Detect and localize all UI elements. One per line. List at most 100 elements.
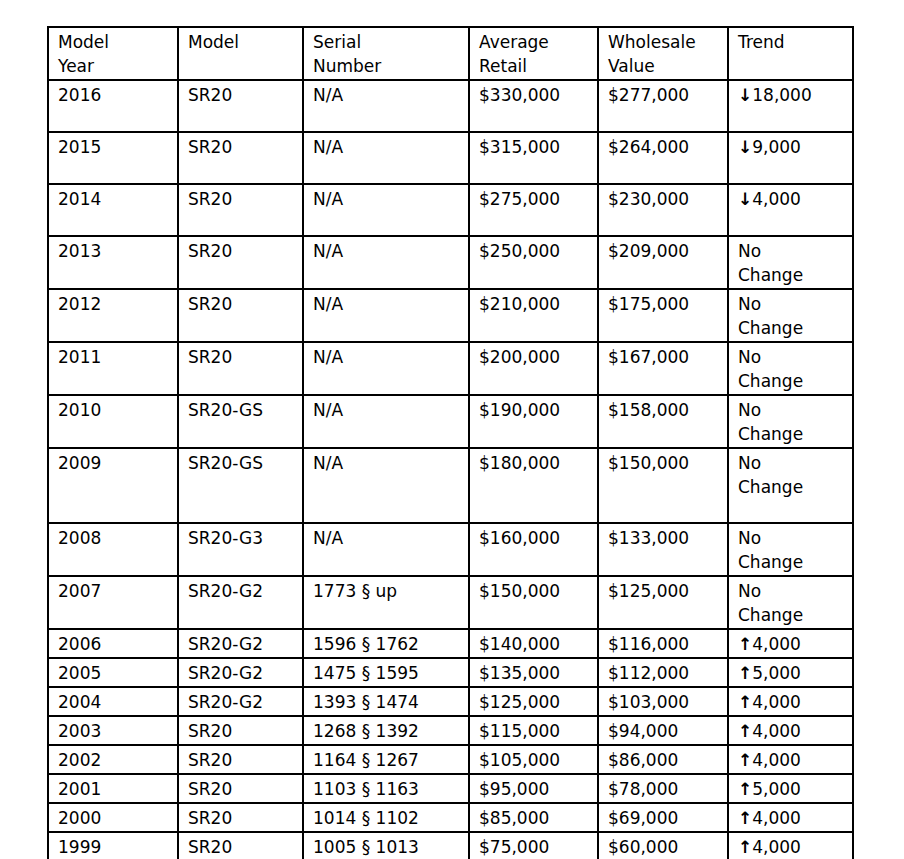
cell-serial-number: N/A — [303, 342, 469, 395]
cell-average-retail: $85,000 — [469, 803, 598, 832]
cell-average-retail: $160,000 — [469, 523, 598, 576]
trend-arrow-up-icon: ↑ — [738, 661, 752, 685]
trend-text: No Change — [738, 241, 803, 285]
table-row: 2008 SR20-G3 N/A $160,000 $133,000 No Ch… — [48, 523, 853, 576]
cell-model-year: 2014 — [48, 184, 178, 236]
trend-text: 4,000 — [752, 808, 801, 828]
cell-average-retail: $115,000 — [469, 716, 598, 745]
table-row: 2013 SR20 N/A $250,000 $209,000 No Chang… — [48, 236, 853, 289]
table-row: 2011 SR20 N/A $200,000 $167,000 No Chang… — [48, 342, 853, 395]
cell-model: SR20-GS — [178, 395, 303, 448]
cell-trend: ↓4,000 — [728, 184, 853, 236]
cell-model: SR20 — [178, 774, 303, 803]
cell-wholesale-value: $158,000 — [598, 395, 728, 448]
cell-serial-number: N/A — [303, 80, 469, 132]
col-header-model: Model — [178, 27, 303, 80]
cell-model-year: 2009 — [48, 448, 178, 523]
cell-serial-number: N/A — [303, 289, 469, 342]
cell-trend: ↑4,000 — [728, 687, 853, 716]
cell-average-retail: $200,000 — [469, 342, 598, 395]
cell-wholesale-value: $125,000 — [598, 576, 728, 629]
cell-serial-number: N/A — [303, 523, 469, 576]
cell-serial-number: 1596 § 1762 — [303, 629, 469, 658]
cell-serial-number: 1475 § 1595 — [303, 658, 469, 687]
trend-arrow-up-icon: ↑ — [738, 719, 752, 743]
cell-model-year: 2006 — [48, 629, 178, 658]
cell-trend: ↑4,000 — [728, 716, 853, 745]
cell-serial-number: 1393 § 1474 — [303, 687, 469, 716]
document-page: Model Year Model Serial Number Average R… — [0, 0, 904, 859]
cell-wholesale-value: $277,000 — [598, 80, 728, 132]
cell-trend: ↑4,000 — [728, 832, 853, 859]
cell-trend: ↑5,000 — [728, 774, 853, 803]
cell-trend: ↓18,000 — [728, 80, 853, 132]
trend-text: 4,000 — [752, 721, 801, 741]
cell-average-retail: $275,000 — [469, 184, 598, 236]
cell-model: SR20 — [178, 832, 303, 859]
table-row: 2001 SR20 1103 § 1163 $95,000 $78,000 ↑5… — [48, 774, 853, 803]
trend-arrow-up-icon: ↑ — [738, 748, 752, 772]
cell-serial-number: 1773 § up — [303, 576, 469, 629]
cell-average-retail: $140,000 — [469, 629, 598, 658]
table-row: 2012 SR20 N/A $210,000 $175,000 No Chang… — [48, 289, 853, 342]
table-row: 2006 SR20-G2 1596 § 1762 $140,000 $116,0… — [48, 629, 853, 658]
cell-wholesale-value: $103,000 — [598, 687, 728, 716]
cell-average-retail: $315,000 — [469, 132, 598, 184]
table-row: 2000 SR20 1014 § 1102 $85,000 $69,000 ↑4… — [48, 803, 853, 832]
cell-average-retail: $135,000 — [469, 658, 598, 687]
cell-model: SR20 — [178, 132, 303, 184]
trend-text: 9,000 — [752, 137, 801, 157]
trend-text: No Change — [738, 581, 803, 625]
cell-model: SR20 — [178, 716, 303, 745]
cell-model-year: 2001 — [48, 774, 178, 803]
cell-average-retail: $210,000 — [469, 289, 598, 342]
cell-trend: No Change — [728, 236, 853, 289]
cell-serial-number: 1014 § 1102 — [303, 803, 469, 832]
cell-trend: No Change — [728, 523, 853, 576]
cell-model: SR20 — [178, 803, 303, 832]
table-row: 2015 SR20 N/A $315,000 $264,000 ↓9,000 — [48, 132, 853, 184]
cell-model: SR20 — [178, 745, 303, 774]
cell-wholesale-value: $133,000 — [598, 523, 728, 576]
cell-wholesale-value: $94,000 — [598, 716, 728, 745]
cell-model: SR20 — [178, 80, 303, 132]
trend-text: 4,000 — [752, 750, 801, 770]
cell-wholesale-value: $209,000 — [598, 236, 728, 289]
cell-wholesale-value: $78,000 — [598, 774, 728, 803]
cell-model-year: 2015 — [48, 132, 178, 184]
cell-serial-number: 1103 § 1163 — [303, 774, 469, 803]
table-row: 1999 SR20 1005 § 1013 $75,000 $60,000 ↑4… — [48, 832, 853, 859]
cell-serial-number: 1164 § 1267 — [303, 745, 469, 774]
trend-text: No Change — [738, 400, 803, 444]
cell-wholesale-value: $175,000 — [598, 289, 728, 342]
cell-model: SR20-G2 — [178, 629, 303, 658]
trend-arrow-up-icon: ↑ — [738, 835, 752, 859]
cell-wholesale-value: $230,000 — [598, 184, 728, 236]
table-row: 2004 SR20-G2 1393 § 1474 $125,000 $103,0… — [48, 687, 853, 716]
trend-text: No Change — [738, 528, 803, 572]
cell-average-retail: $95,000 — [469, 774, 598, 803]
cell-model-year: 2016 — [48, 80, 178, 132]
cell-wholesale-value: $86,000 — [598, 745, 728, 774]
cell-wholesale-value: $264,000 — [598, 132, 728, 184]
col-header-average-retail: Average Retail — [469, 27, 598, 80]
cell-model-year: 2004 — [48, 687, 178, 716]
cell-model: SR20-G2 — [178, 658, 303, 687]
trend-text: 5,000 — [752, 779, 801, 799]
header-row: Model Year Model Serial Number Average R… — [48, 27, 853, 80]
cell-serial-number: N/A — [303, 184, 469, 236]
table-row: 2003 SR20 1268 § 1392 $115,000 $94,000 ↑… — [48, 716, 853, 745]
cell-model-year: 2003 — [48, 716, 178, 745]
cell-model-year: 2012 — [48, 289, 178, 342]
cell-model-year: 2002 — [48, 745, 178, 774]
cell-trend: No Change — [728, 342, 853, 395]
trend-arrow-down-icon: ↓ — [738, 83, 752, 107]
cell-model: SR20 — [178, 289, 303, 342]
trend-arrow-down-icon: ↓ — [738, 187, 752, 211]
cell-trend: No Change — [728, 448, 853, 523]
cell-average-retail: $75,000 — [469, 832, 598, 859]
cell-average-retail: $105,000 — [469, 745, 598, 774]
cell-model-year: 2013 — [48, 236, 178, 289]
cell-model: SR20-GS — [178, 448, 303, 523]
cell-serial-number: N/A — [303, 236, 469, 289]
